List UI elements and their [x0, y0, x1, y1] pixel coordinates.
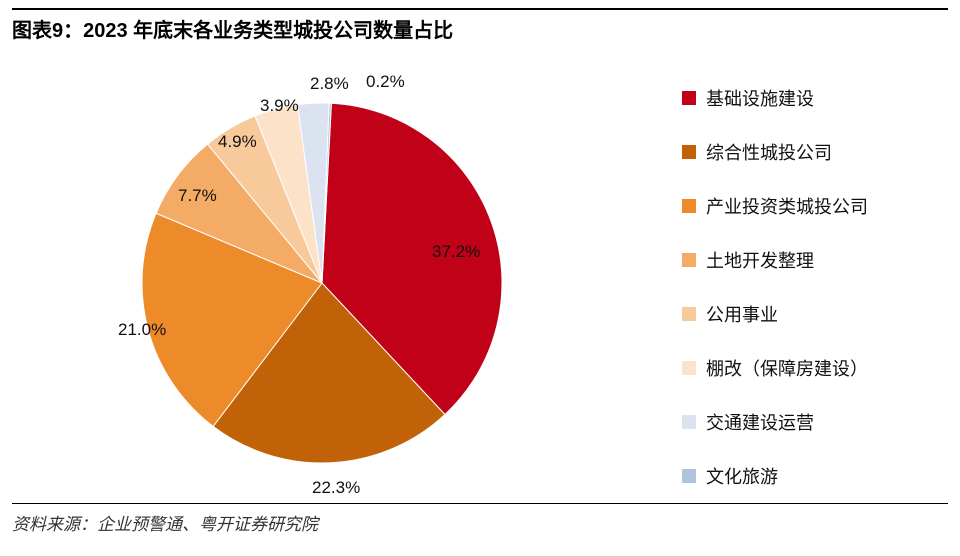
legend-swatch: [682, 415, 696, 429]
chart-area: 37.2% 22.3% 21.0% 7.7% 4.9% 3.9% 2.8% 0.2% 基础设施…: [12, 43, 948, 503]
legend-label: 棚改（保障房建设）: [706, 355, 868, 381]
slice-value-label: 7.7%: [178, 187, 217, 204]
legend-swatch: [682, 253, 696, 267]
legend-item: 土地开发整理: [682, 247, 868, 273]
legend-label: 土地开发整理: [706, 247, 814, 273]
legend-item: 产业投资类城投公司: [682, 193, 868, 219]
legend-item: 棚改（保障房建设）: [682, 355, 868, 381]
legend-label: 交通建设运营: [706, 409, 814, 435]
legend-label: 综合性城投公司: [706, 139, 832, 165]
legend-swatch: [682, 361, 696, 375]
slice-value-label: 0.2%: [366, 73, 405, 90]
legend-label: 文化旅游: [706, 463, 778, 489]
legend-label: 产业投资类城投公司: [706, 193, 868, 219]
legend-item: 公用事业: [682, 301, 868, 327]
slice-value-label: 22.3%: [312, 479, 360, 496]
slice-value-label: 37.2%: [432, 243, 480, 260]
slice-value-label: 3.9%: [260, 97, 299, 114]
legend-label: 基础设施建设: [706, 85, 814, 111]
pie-svg: [112, 73, 532, 493]
source-text: 资料来源：企业预警通、粤开证券研究院: [12, 515, 318, 534]
legend-item: 文化旅游: [682, 463, 868, 489]
legend-swatch: [682, 91, 696, 105]
legend-item: 交通建设运营: [682, 409, 868, 435]
legend-item: 综合性城投公司: [682, 139, 868, 165]
legend-swatch: [682, 469, 696, 483]
slice-value-label: 2.8%: [310, 75, 349, 92]
figure-title: 图表9：2023 年底末各业务类型城投公司数量占比: [12, 20, 453, 42]
legend-item: 基础设施建设: [682, 85, 868, 111]
legend-label: 公用事业: [706, 301, 778, 327]
legend: 基础设施建设综合性城投公司产业投资类城投公司土地开发整理公用事业棚改（保障房建设…: [682, 85, 868, 517]
legend-swatch: [682, 145, 696, 159]
slice-value-label: 21.0%: [118, 321, 166, 338]
slice-value-label: 4.9%: [218, 133, 257, 150]
pie-chart: 37.2% 22.3% 21.0% 7.7% 4.9% 3.9% 2.8% 0.2%: [112, 73, 532, 493]
figure-title-bar: 图表9：2023 年底末各业务类型城投公司数量占比: [12, 8, 948, 43]
legend-swatch: [682, 199, 696, 213]
legend-swatch: [682, 307, 696, 321]
